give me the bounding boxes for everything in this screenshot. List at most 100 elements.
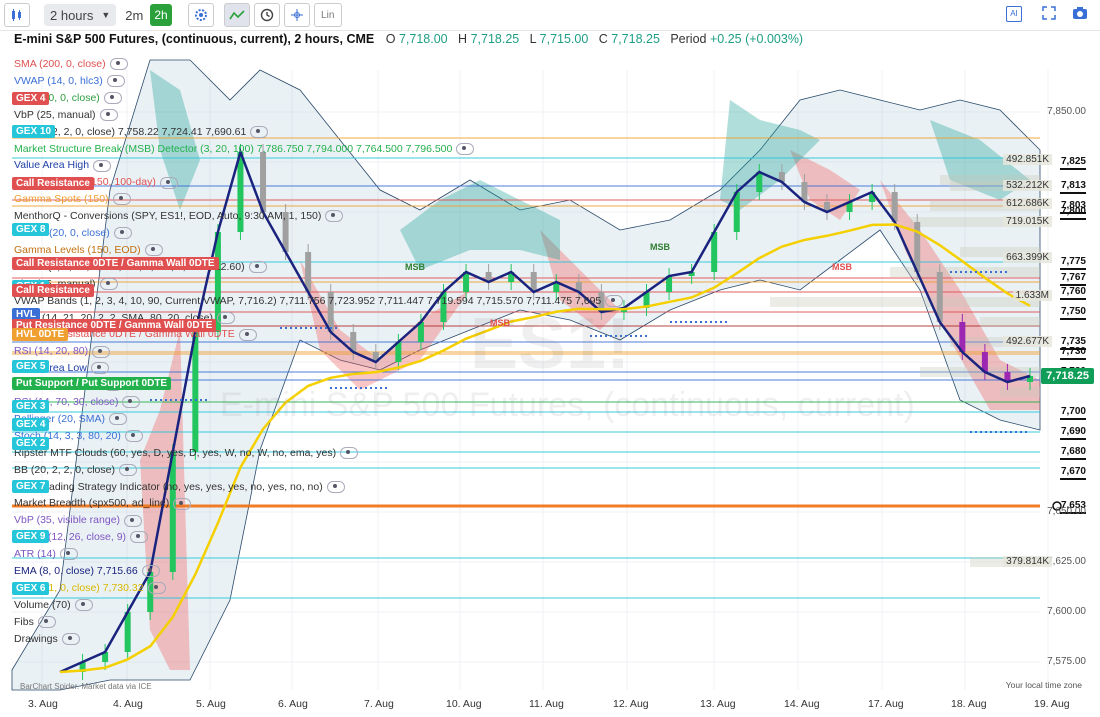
bollinger-cloud [11,59,1041,691]
indicator-label[interactable]: EMA (8, 0, close) 7,715.66 [14,565,160,578]
volume-profile-label: 379.814K [1003,556,1052,567]
interval-2h-button[interactable]: 2h [150,4,172,26]
visibility-eye-icon[interactable] [103,379,122,392]
indicator-label[interactable]: VbP (35, manual) [14,278,118,290]
indicator-label[interactable]: SMA (200, 0, close) [14,58,128,71]
price-axis[interactable]: 7,850.00 7,825 7,813 7,803 7,800 7,775 7,767 7,… [1040,30,1100,690]
indicator-label[interactable]: MenthorQ - Conversions (SPY, ES1!, EOD, … [14,210,344,223]
indicator-text: VWMA (20, 0, close) [14,227,110,239]
indicator-label[interactable]: Gamma Resistance 0DTE / Gamma Wall 0DTE [14,328,257,341]
date-tick-label: 12. Aug [613,698,649,710]
visibility-eye-icon[interactable] [144,244,163,257]
indicator-label[interactable]: Market Structure Break (MSB) Detector (3… [14,142,475,155]
indicator-label[interactable]: Gamma Levels (150, EOD) [14,244,163,257]
indicator-text: VbP (35, visible range) [14,514,121,527]
candlestick-icon[interactable] [4,3,30,27]
price-tick-label: 7,813 [1060,180,1086,191]
indicator-label[interactable]: ORB Trading Strategy Indicator (no, yes,… [14,481,345,493]
visibility-eye-icon[interactable] [159,176,178,189]
indicator-label[interactable]: VbP (35, visible range) [14,514,143,527]
gear-icon[interactable] [187,3,214,27]
visibility-eye-icon[interactable] [605,294,624,307]
indicator-label[interactable]: VWAP Bands (1, 2, 3, 4, 10, 90, Current … [14,294,624,307]
visibility-eye-icon[interactable] [109,413,128,426]
indicator-label[interactable]: RSI (14, 20, 80) [14,345,111,358]
visibility-eye-icon[interactable] [106,75,125,88]
visibility-eye-icon[interactable] [92,345,111,358]
level-tick-mark [1060,298,1086,300]
visibility-eye-icon[interactable] [61,632,80,645]
fullscreen-icon[interactable] [1042,6,1056,23]
visibility-eye-icon[interactable] [248,261,267,274]
price-tick-label: 7,850.00 [1047,106,1086,117]
ai-icon[interactable]: AI [1006,6,1022,22]
visibility-eye-icon[interactable] [90,362,109,375]
indicator-label[interactable]: VWAP (14, 0, hlc3) [14,75,125,88]
crosshair-icon[interactable] [283,3,310,27]
indicator-label[interactable]: Gamma Spots (150) [14,193,131,206]
visibility-eye-icon[interactable] [118,463,137,476]
indicator-label[interactable]: SMA (20, 0, close) [14,379,122,392]
price-tick-label: 7,575.00 [1047,656,1086,667]
visibility-eye-icon[interactable] [93,159,112,172]
visibility-eye-icon[interactable] [124,430,143,443]
indicator-label[interactable]: MACD (12, 26, close, 9) [14,531,149,544]
indicator-label[interactable]: ATR (14) [14,548,78,561]
indicator-label[interactable]: Fibs [14,616,56,628]
indicator-label[interactable]: Value Area High [14,159,112,172]
indicator-label[interactable]: BL-BC (3, 0, 60, 1, 0.6, 1.3, 3, 0.6, 0,… [14,261,267,274]
indicator-label[interactable]: Value Area Low [14,362,109,375]
camera-icon[interactable] [1072,6,1088,23]
indicator-text: SMA (200, 0, close) [14,58,106,70]
indicator-label[interactable]: Drawings [14,633,80,645]
visibility-eye-icon[interactable] [112,193,131,206]
indicator-label[interactable]: Stoch (14, 3, 3, 80, 20) [14,430,143,443]
indicator-label[interactable]: Bollinger (20, SMA) [14,413,128,426]
candle-body [1004,372,1011,382]
visibility-eye-icon[interactable] [99,108,118,121]
visibility-eye-icon[interactable] [113,227,132,240]
indicator-label[interactable]: BB (20, 2, 2, 0, close) 7,758.22 7,724.4… [14,125,269,138]
interval-2m-button[interactable]: 2m [125,7,144,23]
indicator-label[interactable]: EMA (50, 0, close) [14,92,122,105]
visibility-eye-icon[interactable] [238,328,257,341]
indicator-label[interactable]: EMA (21, 0, close) 7,730.32 [14,582,166,595]
indicator-label[interactable]: VWMA (20, 0, close) [14,227,132,240]
price-tick-label: 7,625.00 [1047,556,1086,567]
visibility-eye-icon[interactable] [37,615,56,628]
visibility-eye-icon[interactable] [59,548,78,561]
indicator-label[interactable]: VbP (25, manual) [14,109,118,121]
visibility-eye-icon[interactable] [130,531,149,544]
candle-body [575,282,582,292]
visibility-eye-icon[interactable] [99,277,118,290]
visibility-eye-icon[interactable] [147,582,166,595]
line-chart-icon[interactable] [223,3,250,27]
visibility-eye-icon[interactable] [141,565,160,578]
indicator-label[interactable]: Volume (70) [14,599,93,612]
visibility-eye-icon[interactable] [122,396,141,409]
visibility-eye-icon[interactable] [173,497,192,510]
date-tick-label: 17. Aug [868,698,904,710]
candle-body [959,322,966,352]
visibility-eye-icon[interactable] [103,92,122,105]
visibility-eye-icon[interactable] [109,58,128,71]
indicator-label[interactable]: Ripster MTF Clouds (60, yes, D, yes, D, … [14,446,359,459]
date-axis[interactable]: 3. Aug 4. Aug 5. Aug 6. Aug 7. Aug 10. Aug 11.… [0,692,1100,717]
visibility-eye-icon[interactable] [456,142,475,155]
msb-label: MSB [832,262,853,272]
indicator-label[interactable]: Market Breadth (spx500, ad_line) [14,497,192,510]
clock-icon[interactable] [253,3,280,27]
visibility-eye-icon[interactable] [250,125,269,138]
visibility-eye-icon[interactable] [124,514,143,527]
indicator-label[interactable]: URSI (14, 21, 20, 2, 2, SMA, 80, 20, clo… [14,311,236,324]
visibility-eye-icon[interactable] [325,210,344,223]
interval-select[interactable]: 2 hours ▼ [44,4,117,26]
indicator-label[interactable]: BB (20, 2, 2, 0, close) [14,464,137,476]
visibility-eye-icon[interactable] [326,480,345,493]
visibility-eye-icon[interactable] [340,446,359,459]
visibility-eye-icon[interactable] [217,311,236,324]
indicator-label[interactable]: Gamma Levels (150, 100-day) [14,176,178,189]
log-scale-toggle[interactable]: Lin [313,3,342,27]
visibility-eye-icon[interactable] [74,599,93,612]
indicator-label[interactable]: RSI (14, 70, 30, close) [14,396,141,409]
